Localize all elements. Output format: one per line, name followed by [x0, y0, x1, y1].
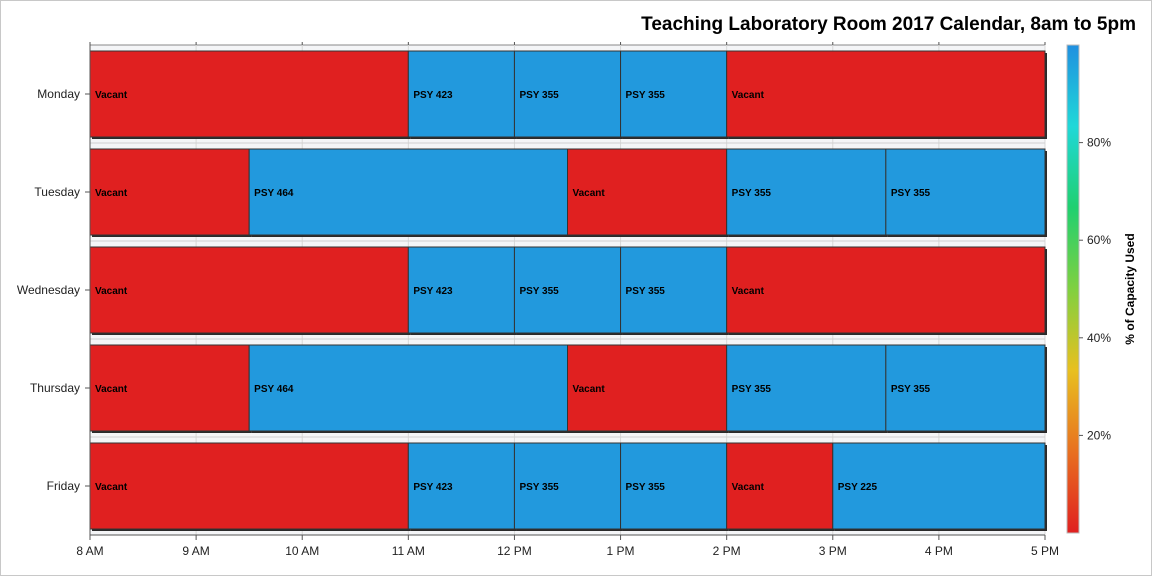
colorbar-tick-label: 60% [1087, 233, 1111, 247]
x-tick-label: 12 PM [497, 544, 532, 558]
occupied-bar [726, 148, 887, 236]
occupied-bar [407, 50, 515, 138]
x-tick-label: 8 AM [76, 544, 103, 558]
vacant-bar [89, 50, 409, 138]
occupied-bar [407, 442, 515, 530]
occupied-bar [513, 50, 622, 138]
vacant-bar [726, 442, 834, 530]
y-tick-label: Friday [47, 479, 80, 493]
x-tick-label: 11 AM [392, 544, 425, 558]
vacant-bar [567, 344, 728, 432]
occupied-bar [885, 148, 1046, 236]
y-tick-label: Wednesday [17, 283, 80, 297]
y-tick-label: Tuesday [34, 185, 80, 199]
occupied-bar [248, 148, 569, 236]
colorbar-tick-label: 80% [1087, 136, 1111, 150]
colorbar-gradient [1066, 44, 1080, 534]
bar-label: PSY 355 [519, 90, 559, 101]
bar-label: PSY 225 [838, 482, 878, 493]
bar-label: Vacant [95, 286, 128, 297]
bar-label: PSY 355 [891, 188, 931, 199]
vacant-bar [89, 442, 409, 530]
x-tick-label: 2 PM [713, 544, 741, 558]
bar-label: Vacant [95, 188, 128, 199]
colorbar-title: % of Capacity Used [1123, 233, 1137, 344]
occupied-bar [620, 246, 728, 334]
vacant-bar [89, 344, 250, 432]
bar-label: Vacant [732, 482, 765, 493]
bar-label: PSY 355 [626, 286, 666, 297]
occupied-bar [832, 442, 1046, 530]
bar-label: Vacant [573, 188, 606, 199]
colorbar-tick-label: 40% [1087, 331, 1111, 345]
bar-label: Vacant [732, 286, 765, 297]
x-tick-label: 1 PM [607, 544, 635, 558]
bar-label: PSY 355 [732, 384, 772, 395]
occupied-bar [620, 50, 728, 138]
occupied-bar [407, 246, 515, 334]
y-tick-label: Monday [37, 87, 80, 101]
bar-label: PSY 355 [891, 384, 931, 395]
bar-label: PSY 464 [254, 384, 294, 395]
vacant-bar [89, 148, 250, 236]
bar-label: PSY 355 [732, 188, 772, 199]
bar-label: Vacant [95, 482, 128, 493]
occupied-bar [248, 344, 569, 432]
occupied-bar [885, 344, 1046, 432]
vacant-bar [567, 148, 728, 236]
vacant-bar [726, 246, 1046, 334]
bar-label: Vacant [95, 384, 128, 395]
x-tick-label: 5 PM [1031, 544, 1059, 558]
occupied-bar [620, 442, 728, 530]
vacant-bar [726, 50, 1046, 138]
bar-label: PSY 355 [626, 90, 666, 101]
bar-label: Vacant [732, 90, 765, 101]
bar-label: PSY 355 [626, 482, 666, 493]
bar-label: PSY 423 [413, 482, 453, 493]
bar-label: PSY 355 [519, 286, 559, 297]
occupied-bar [513, 442, 622, 530]
vacant-bar [89, 246, 409, 334]
bar-label: PSY 464 [254, 188, 294, 199]
bar-label: Vacant [573, 384, 606, 395]
x-tick-label: 4 PM [925, 544, 953, 558]
bar-label: PSY 423 [413, 90, 453, 101]
y-tick-label: Thursday [30, 381, 80, 395]
x-tick-label: 10 AM [285, 544, 319, 558]
chart-title: Teaching Laboratory Room 2017 Calendar, … [641, 14, 1136, 35]
occupied-bar [513, 246, 622, 334]
bar-label: PSY 423 [413, 286, 453, 297]
colorbar-tick-label: 20% [1087, 428, 1111, 442]
x-tick-label: 3 PM [819, 544, 847, 558]
bar-label: PSY 355 [519, 482, 559, 493]
x-tick-label: 9 AM [182, 544, 209, 558]
bar-label: Vacant [95, 90, 128, 101]
